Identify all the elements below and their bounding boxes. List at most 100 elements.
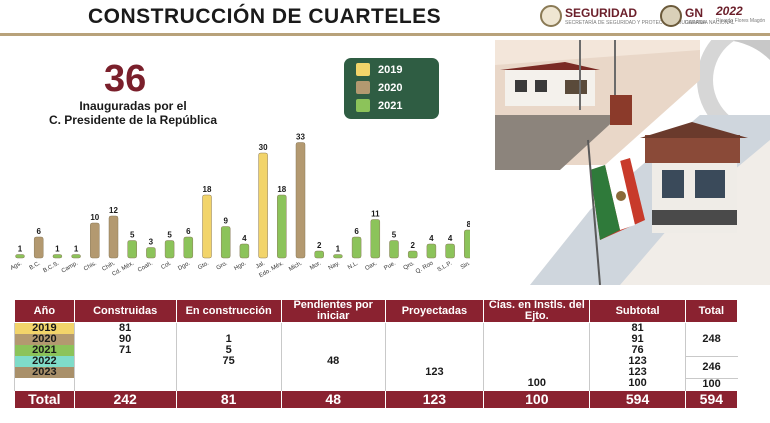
bar-value-label: 4 — [242, 234, 247, 243]
seguridad-seal-icon — [540, 5, 562, 27]
bar-edo-m-x- — [277, 194, 287, 259]
bar-qro- — [407, 250, 418, 259]
inaugurated-caption: Inauguradas por el C. Presidente de la R… — [28, 99, 238, 127]
bar-value-label: 6 — [354, 227, 359, 236]
table-cell — [175, 322, 282, 334]
bar-camp- — [71, 254, 81, 259]
x-tick-label: Sin. — [460, 260, 470, 271]
group-total-companies: 100 — [684, 378, 738, 390]
table-row: 2023 123 123 — [14, 367, 738, 378]
x-tick-label: Mich. — [288, 260, 304, 273]
bar-value-label: 18 — [203, 185, 212, 194]
total-cell: 594 — [589, 389, 686, 409]
bar-cd-m-x- — [127, 240, 137, 259]
bar-value-label: 4 — [448, 234, 453, 243]
table-row: 100 100 100 — [14, 378, 738, 390]
table-cell: 75 — [175, 356, 282, 367]
group-total-2019-2021: 248 — [684, 322, 738, 357]
table-cell: 5 — [175, 345, 282, 356]
bar-sin- — [464, 229, 470, 259]
year-cell: 2021 — [14, 345, 75, 356]
page-title: CONSTRUCCIÓN DE CUARTELES — [88, 5, 442, 28]
table-cell: 91 — [589, 334, 686, 345]
year-logo: 2022 Ricardo Flores Magón — [716, 4, 765, 28]
x-tick-label: S.L.P. — [437, 260, 454, 273]
summary-table: Año Construidas En construcción Pendient… — [14, 299, 739, 409]
table-cell — [280, 334, 386, 345]
table-cell — [384, 356, 484, 367]
table-cell — [280, 345, 386, 356]
caption-line-1: Inauguradas por el — [79, 99, 187, 113]
legend-item-2019: 2019 — [356, 63, 402, 76]
x-tick-label: Coah. — [137, 260, 154, 273]
table-total-row: Total 242 81 48 123 100 594 594 — [14, 389, 739, 409]
bar-value-label: 18 — [277, 185, 286, 194]
x-tick-label: Gto. — [197, 260, 210, 271]
year-logo-name: Ricardo Flores Magón — [716, 18, 766, 24]
bar-hgo- — [239, 243, 250, 259]
bar-coah- — [146, 247, 156, 259]
bar-chih- — [108, 215, 119, 259]
table-cell — [483, 356, 590, 367]
legend-item-2021: 2021 — [356, 99, 402, 112]
bar-q-roo — [426, 243, 437, 259]
table-cell — [483, 322, 590, 334]
year-cell: 2022 — [14, 356, 75, 367]
bar-pue- — [389, 240, 399, 259]
legend-swatch-2020 — [356, 81, 370, 94]
legend-swatch-2019 — [356, 63, 370, 76]
table-cell: 81 — [73, 322, 177, 334]
col-header-companies: Cías. en Instls. del Ejto. — [483, 299, 591, 323]
bar-s-l-p- — [445, 243, 455, 259]
table-cell: 100 — [589, 378, 686, 390]
seguridad-logo: SEGURIDAD SECRETARÍA DE SEGURIDAD Y PROT… — [540, 4, 706, 28]
col-header-projected: Proyectadas — [384, 299, 485, 323]
table-cell: 123 — [589, 356, 686, 367]
chart-legend: 2019 2020 2021 — [344, 58, 439, 119]
table-cell — [280, 322, 386, 334]
x-tick-label: Oax. — [364, 260, 378, 272]
group-total-2022-2023: 246 — [684, 356, 738, 379]
year-cell: 2019 — [14, 322, 75, 334]
x-tick-label: Camp. — [61, 260, 80, 274]
construction-bar-chart: 1Ags.6B.C.1B.C.S.1Camp.10Chis.12Chih.5Cd… — [10, 133, 470, 279]
legend-label-2019: 2019 — [378, 63, 403, 76]
x-tick-label: Cd. Méx. — [111, 260, 135, 277]
table-cell: 81 — [589, 322, 686, 334]
bar-jal- — [258, 152, 268, 259]
table-cell — [483, 334, 590, 345]
bar-value-label: 2 — [410, 241, 415, 250]
table-cell: 90 — [73, 334, 177, 345]
table-cell: 123 — [384, 367, 484, 378]
bar-value-label: 30 — [259, 143, 268, 152]
x-tick-label: Q. Roo — [415, 260, 435, 275]
header-bar: CONSTRUCCIÓN DE CUARTELES SEGURIDAD SECR… — [0, 0, 770, 36]
gn-logo: GN GUARDIA NACIONAL — [660, 4, 734, 28]
year-cell: 2023 — [14, 367, 75, 378]
x-tick-label: Gro. — [216, 260, 229, 271]
table-cell: 71 — [73, 345, 177, 356]
table-cell: 100 — [483, 378, 590, 390]
bar-value-label: 1 — [74, 245, 79, 254]
bar-value-label: 6 — [36, 227, 41, 236]
bar-value-label: 33 — [296, 133, 305, 142]
total-cell: 81 — [175, 389, 282, 409]
bar-value-label: 2 — [317, 241, 322, 250]
table-cell — [73, 356, 177, 367]
total-cell: 100 — [483, 389, 591, 409]
bar-mich- — [295, 142, 306, 259]
bar-oax- — [370, 219, 381, 259]
bar-value-label: 3 — [149, 238, 154, 247]
bar-value-label: 5 — [167, 231, 172, 240]
table-cell — [384, 378, 484, 390]
x-tick-label: Mor. — [309, 260, 322, 271]
col-header-in-construction: En construcción — [175, 299, 282, 323]
bar-b-c- — [33, 236, 44, 259]
table-cell — [483, 345, 590, 356]
total-label: Total — [14, 389, 75, 409]
bar-ags- — [15, 254, 25, 259]
x-tick-label: Hgo. — [233, 260, 247, 272]
seguridad-logo-text: SEGURIDAD — [565, 6, 638, 20]
bar-nay- — [333, 254, 343, 259]
table-cell — [384, 322, 484, 334]
